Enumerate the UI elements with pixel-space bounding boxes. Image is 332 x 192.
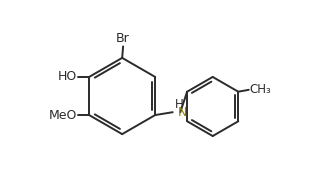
Text: MeO: MeO	[49, 108, 77, 122]
Text: CH₃: CH₃	[249, 83, 271, 96]
Text: Br: Br	[116, 32, 130, 46]
Text: H: H	[175, 98, 183, 111]
Text: N: N	[178, 106, 187, 119]
Text: HO: HO	[57, 70, 77, 84]
